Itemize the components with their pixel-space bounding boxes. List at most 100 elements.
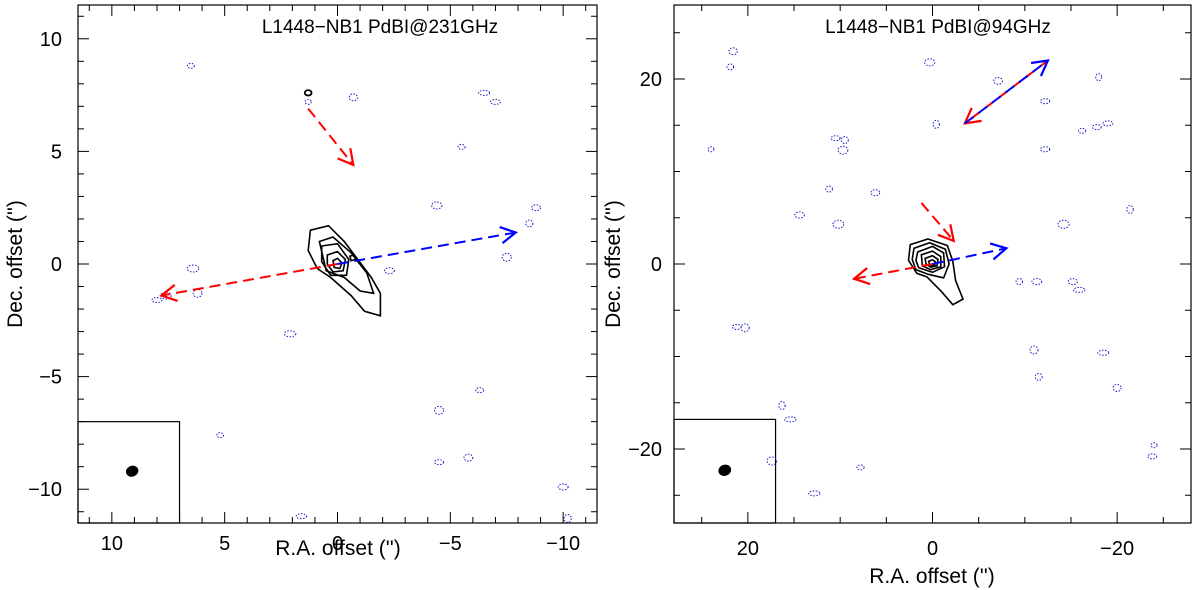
negative-contour	[830, 135, 841, 142]
contour-level-2	[318, 236, 375, 295]
negative-contour	[825, 185, 833, 193]
x-axis-label: R.A. offset ('')	[869, 565, 995, 588]
negative-contour	[151, 297, 163, 304]
contour-level-5	[332, 257, 343, 270]
negative-contour	[295, 513, 308, 520]
negative-contour	[1031, 278, 1043, 286]
negative-contour	[434, 459, 445, 466]
negative-contour	[463, 453, 474, 462]
y-tick-label: −5	[39, 367, 62, 389]
negative-contour	[525, 219, 534, 228]
y-tick-label: 0	[651, 254, 662, 276]
negative-contour	[1077, 127, 1087, 134]
x-axis-label: R.A. offset ('')	[275, 537, 401, 560]
outflow-arrow-head	[337, 147, 355, 167]
y-tick-label: 0	[51, 254, 62, 276]
negative-contour	[1150, 442, 1158, 449]
negative-contour	[186, 264, 200, 273]
negative-contour	[993, 76, 1003, 85]
negative-contour	[186, 62, 195, 69]
y-tick-label: 10	[40, 29, 62, 51]
negative-contour	[808, 490, 821, 497]
negative-contour	[1034, 372, 1043, 381]
x-tick-label: 0	[332, 533, 343, 555]
contour-level-3	[915, 245, 946, 274]
negative-contour	[731, 323, 742, 330]
negative-contour	[856, 464, 865, 471]
negative-contour	[778, 401, 786, 411]
negative-contour	[489, 98, 501, 105]
negative-contour	[1095, 73, 1103, 82]
x-tick-label: 20	[737, 538, 759, 560]
y-tick-label: 5	[51, 141, 62, 163]
contour-level-6	[348, 254, 357, 262]
negative-contour	[348, 93, 358, 102]
y-tick-label: −20	[628, 439, 662, 461]
x-tick-label: 5	[219, 533, 230, 555]
x-tick-label: −20	[1100, 538, 1134, 560]
x-tick-label: 10	[101, 533, 123, 555]
contour-level-3	[320, 242, 350, 277]
y-tick-label: −10	[28, 479, 62, 501]
negative-contour	[837, 145, 849, 155]
negative-contour	[501, 252, 512, 262]
negative-contour	[384, 267, 395, 275]
negative-contour	[304, 98, 312, 105]
panel-231ghz: 10 5 0 −5 −10 10 5 0 −5 −10 L1448−NB1 PdBI@231GHz…	[4, 4, 598, 560]
chart-title: L1448−NB1 PdBI@231GHz	[262, 17, 498, 38]
outflow-arrow-shaft	[337, 231, 516, 265]
negative-contour	[1126, 204, 1134, 214]
outflow-arrow-shaft	[161, 263, 338, 297]
negative-contour	[1073, 286, 1086, 293]
x-tick-label: −5	[439, 533, 462, 555]
negative-contour	[784, 416, 797, 423]
negative-contour	[840, 136, 849, 145]
outflow-arrow-head	[937, 224, 956, 243]
negative-contour	[431, 201, 443, 210]
contour-level-1	[307, 224, 382, 317]
outflow-arrow-head	[159, 284, 178, 302]
negative-contour	[1040, 146, 1051, 153]
negative-contour	[531, 204, 541, 212]
negative-contour	[557, 483, 569, 491]
negative-contour	[924, 58, 936, 67]
outflow-arrow-shaft	[853, 263, 933, 280]
negative-contour	[1029, 345, 1039, 355]
negative-contour	[1112, 383, 1122, 392]
contour-level-4	[326, 250, 347, 273]
negative-contour	[1102, 120, 1114, 127]
negative-contour	[1015, 278, 1023, 286]
outflow-arrow-head	[989, 242, 1009, 261]
chart-title: L1448−NB1 PdBI@94GHz	[825, 17, 1051, 38]
negative-contour	[1057, 219, 1070, 229]
outflow-arrow-head	[1030, 59, 1050, 77]
contour-level-1	[907, 238, 965, 306]
contour-level-5	[924, 254, 939, 269]
negative-contour	[457, 143, 466, 150]
negative-contour	[478, 89, 491, 96]
negative-contour	[832, 219, 845, 229]
negative-contour	[283, 330, 297, 338]
negative-contour	[726, 63, 735, 71]
negative-contour	[728, 47, 738, 56]
contour-level-2	[911, 241, 950, 279]
beam-ellipse	[125, 465, 139, 477]
x-tick-label: −10	[546, 533, 580, 555]
negative-contour	[1091, 124, 1102, 131]
outflow-arrow-head	[499, 225, 519, 244]
negative-contour	[766, 456, 778, 466]
negative-contour	[794, 211, 805, 219]
outflow-arrow-shaft	[307, 107, 355, 166]
negative-contour	[707, 146, 715, 153]
y-axis-label: Dec. offset ('')	[602, 200, 625, 328]
y-tick-label: 20	[640, 69, 662, 91]
negative-contour	[216, 432, 225, 439]
outflow-arrow-shaft	[932, 247, 1007, 265]
outflow-arrow-head	[851, 267, 871, 286]
negative-contour	[1147, 453, 1158, 460]
compact-emission	[303, 89, 313, 97]
panel-94ghz: 20 0 −20 20 0 −20 L1448−NB1 PdBI@94GHz R.A. o…	[602, 4, 1192, 588]
negative-contour	[434, 405, 445, 415]
y-axis-label: Dec. offset ('')	[4, 200, 27, 328]
